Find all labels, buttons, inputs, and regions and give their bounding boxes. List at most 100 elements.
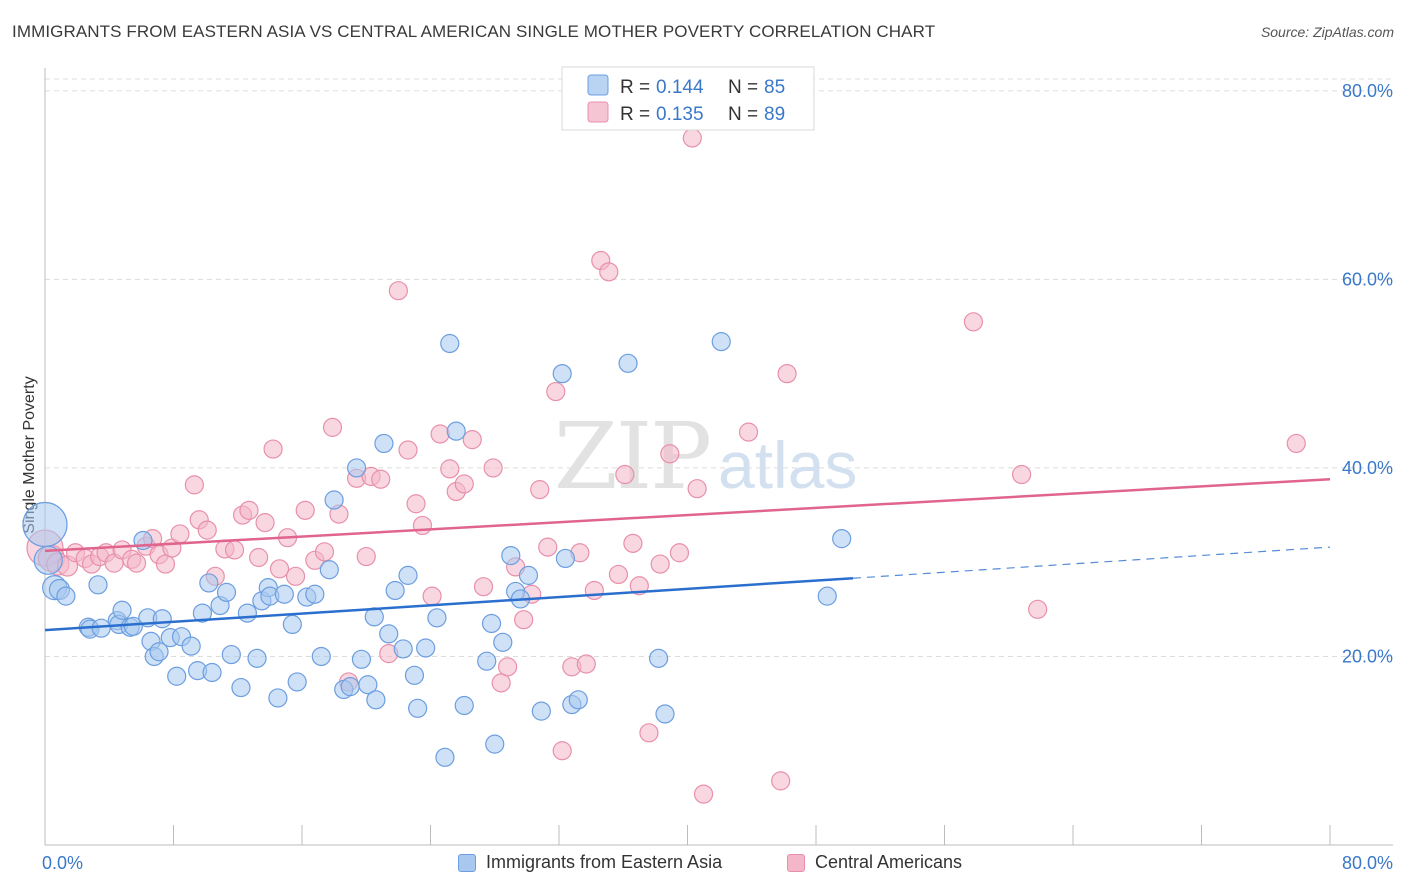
data-point — [170, 524, 190, 544]
data-point — [454, 695, 474, 716]
data-point — [263, 439, 283, 459]
data-point — [404, 665, 425, 685]
data-point — [422, 586, 442, 606]
data-point — [33, 545, 63, 575]
data-point — [347, 458, 367, 478]
data-point — [295, 500, 315, 520]
data-point — [440, 333, 460, 354]
data-point — [618, 353, 638, 373]
data-point — [285, 566, 306, 586]
data-point — [366, 690, 386, 710]
data-point — [351, 649, 372, 669]
data-point — [648, 648, 669, 668]
data-point — [771, 771, 791, 791]
data-point — [406, 494, 426, 514]
data-point — [639, 723, 659, 743]
data-point — [430, 424, 450, 444]
data-point — [530, 480, 550, 500]
data-point — [123, 616, 143, 636]
data-point — [435, 747, 455, 767]
data-point — [255, 513, 275, 533]
data-point — [221, 644, 241, 665]
data-point — [693, 784, 714, 804]
data-point — [408, 698, 428, 718]
legend-swatch-pink — [787, 853, 805, 872]
data-point — [149, 642, 169, 662]
data-point — [440, 459, 460, 479]
data-point — [481, 613, 502, 634]
data-point — [91, 618, 111, 638]
data-point — [462, 430, 482, 450]
data-point — [112, 600, 132, 620]
data-point — [322, 417, 343, 437]
data-point — [623, 533, 643, 553]
legend-top-r-label-pink: R = — [620, 104, 650, 125]
data-point — [311, 646, 331, 667]
data-point — [249, 547, 269, 568]
legend-top-n-label-pink: N = — [728, 104, 758, 125]
tick-labels: 20.0% 40.0% 60.0% 80.0% 0.0% 80.0% — [42, 81, 1393, 873]
data-point — [552, 741, 572, 761]
data-point — [682, 128, 702, 148]
y-tick-label: 40.0% — [1342, 458, 1393, 478]
data-point — [473, 577, 494, 597]
watermark: ZIP atlas — [554, 403, 858, 510]
data-point — [650, 554, 670, 574]
data-point — [568, 690, 588, 710]
data-point — [454, 474, 474, 494]
watermark-zip: ZIP — [554, 403, 710, 510]
data-point — [305, 584, 325, 604]
data-point — [655, 704, 675, 724]
y-tick-label: 80.0% — [1342, 81, 1393, 101]
data-point — [687, 479, 707, 499]
data-point — [412, 515, 433, 536]
data-point — [477, 651, 497, 671]
data-point — [546, 381, 566, 402]
data-point — [1028, 599, 1048, 619]
legend-item-eastern-asia[interactable]: Immigrants from Eastern Asia — [458, 852, 722, 873]
data-point — [314, 542, 335, 562]
data-point — [777, 364, 797, 384]
data-point — [56, 586, 76, 606]
data-point — [155, 554, 176, 574]
legend-label-central-americans: Central Americans — [815, 852, 963, 872]
data-point — [501, 545, 521, 566]
data-point — [184, 475, 204, 495]
data-point — [498, 657, 518, 677]
data-point — [427, 608, 447, 628]
data-point — [388, 281, 408, 301]
axes — [44, 68, 1393, 846]
data-point — [379, 624, 399, 644]
trend-lines — [44, 477, 1331, 632]
data-point — [552, 364, 572, 384]
data-point — [669, 543, 690, 563]
data-point — [319, 560, 339, 580]
trend-line-blue — [44, 576, 854, 632]
data-point — [324, 490, 344, 510]
x-tick-label: 0.0% — [42, 853, 83, 873]
data-point — [514, 610, 534, 630]
data-point — [832, 529, 852, 549]
y-tick-label: 20.0% — [1342, 646, 1393, 666]
data-point — [199, 573, 219, 593]
data-point — [274, 584, 294, 604]
data-point — [963, 312, 984, 332]
data-point — [446, 421, 466, 441]
trend-line-pink — [44, 477, 1331, 553]
grid-lines — [45, 78, 1393, 657]
trend-line-extension-blue — [852, 546, 1331, 579]
data-point — [660, 444, 680, 464]
data-point — [393, 639, 413, 659]
data-point — [483, 458, 503, 478]
data-point — [518, 565, 539, 585]
legend-top-r-label-blue: R = — [620, 77, 650, 98]
data-point — [237, 603, 257, 623]
data-point — [192, 603, 213, 623]
data-point — [711, 332, 731, 352]
data-point — [629, 576, 649, 596]
data-point — [491, 673, 511, 693]
data-point — [167, 666, 187, 686]
data-point — [231, 677, 251, 698]
data-point — [1011, 464, 1032, 485]
legend-item-central-americans[interactable]: Central Americans — [787, 852, 962, 873]
